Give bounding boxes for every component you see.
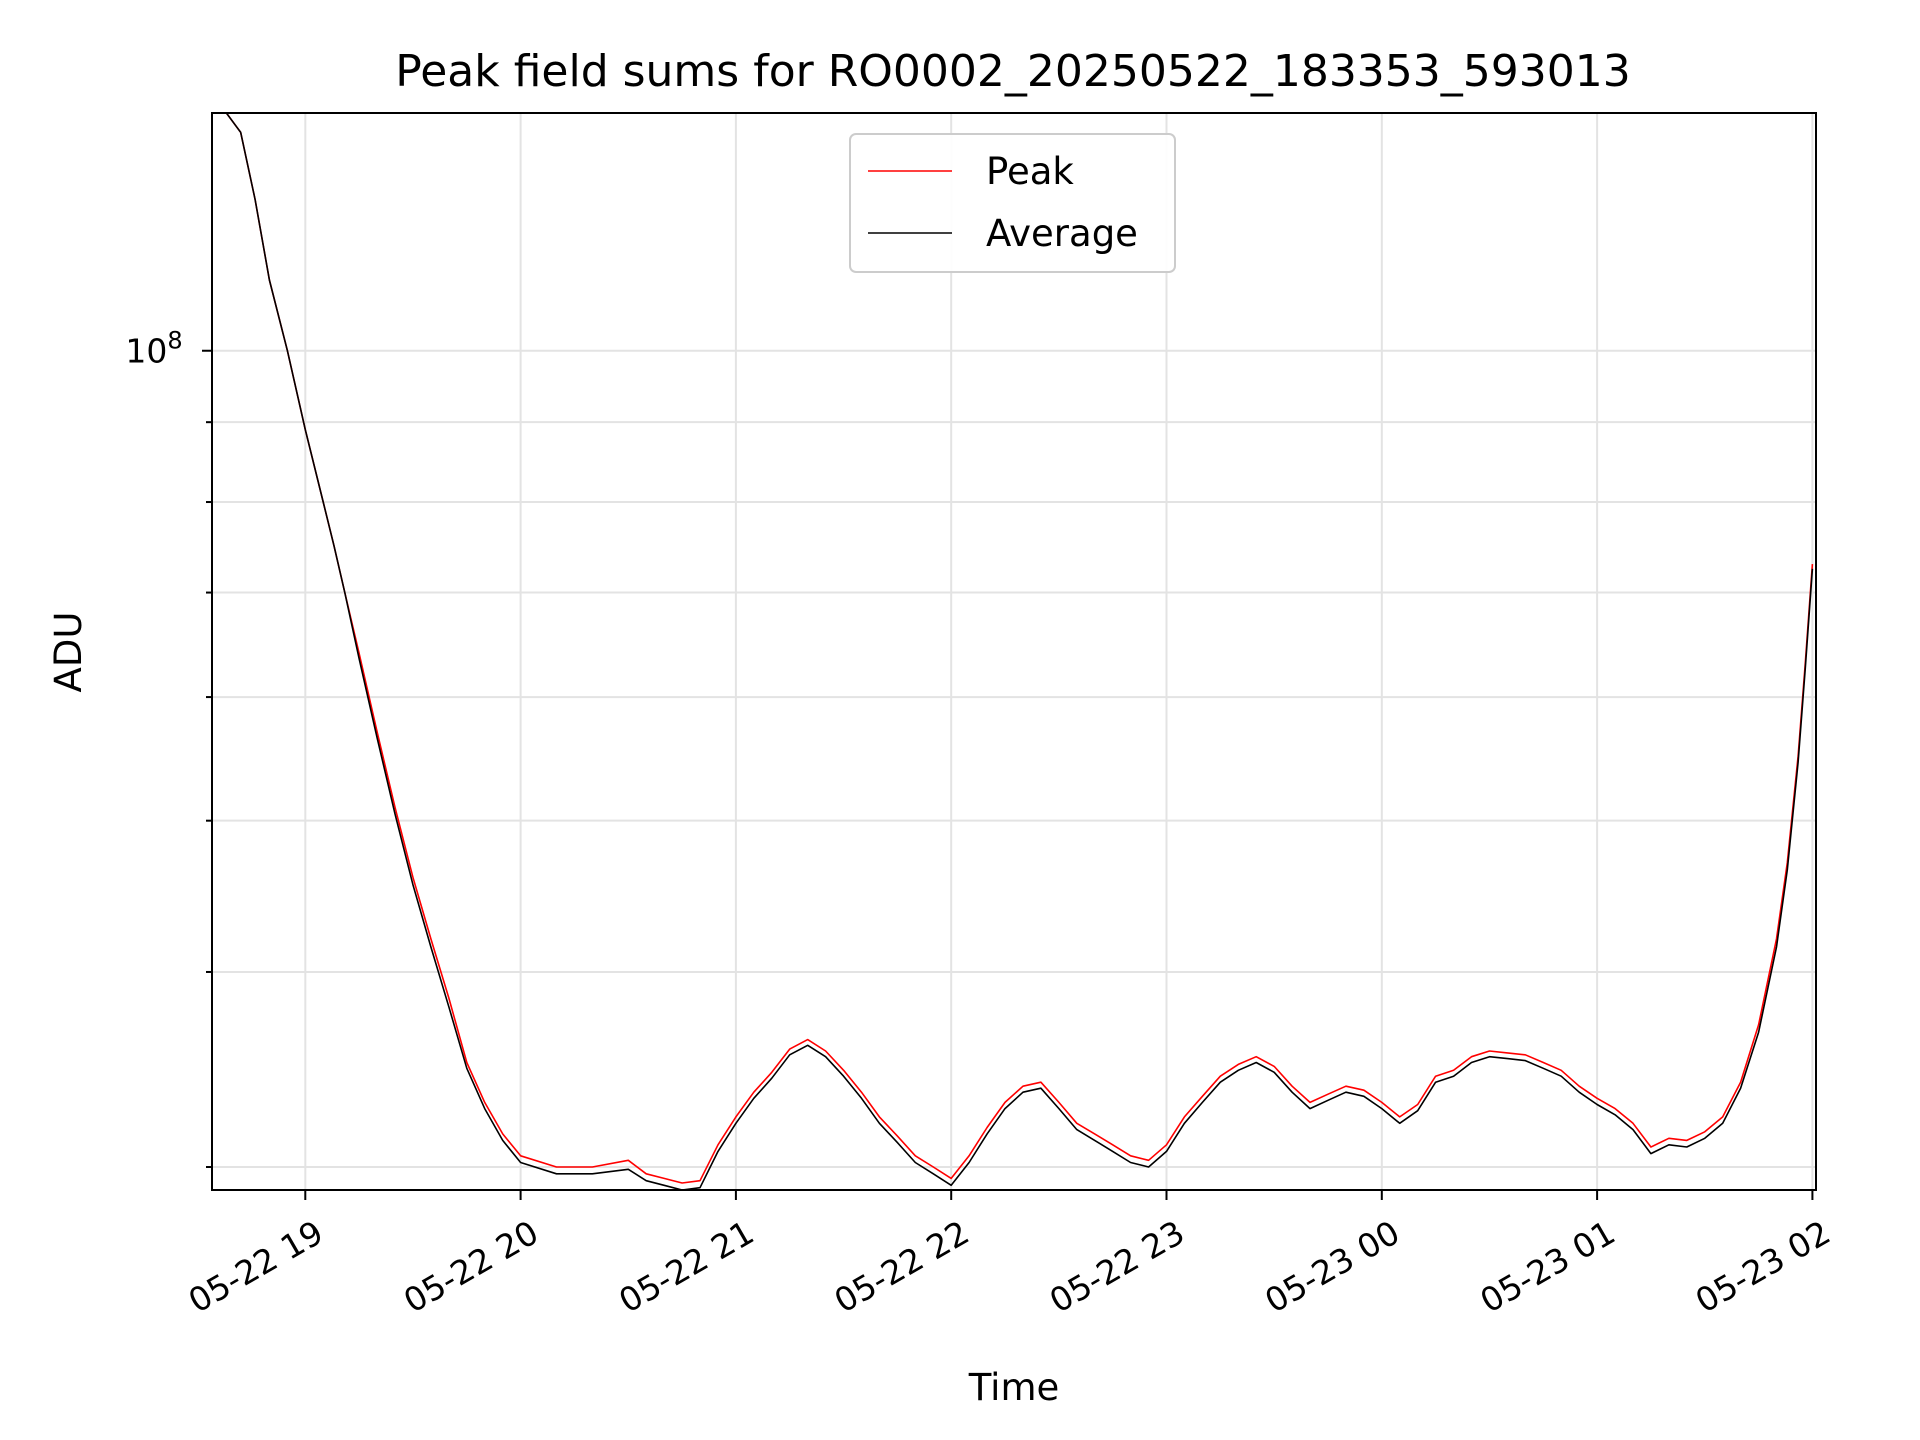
- legend: Peak Average: [849, 133, 1176, 273]
- series-line-peak: [225, 113, 1814, 1184]
- grid: [212, 113, 1816, 1190]
- y-tick-label: 108: [125, 327, 182, 371]
- plot-frame: [211, 112, 1817, 1191]
- x-axis-label: Time: [968, 1366, 1060, 1409]
- y-axis-label: ADU: [47, 612, 90, 693]
- chart-title: Peak field sums for RO0002_20250522_1833…: [395, 46, 1631, 97]
- plot-area: [225, 113, 1814, 1190]
- legend-label-peak: Peak: [986, 150, 1074, 193]
- legend-label-average: Average: [986, 212, 1138, 255]
- series-line-average: [225, 113, 1814, 1190]
- legend-box: [849, 133, 1176, 273]
